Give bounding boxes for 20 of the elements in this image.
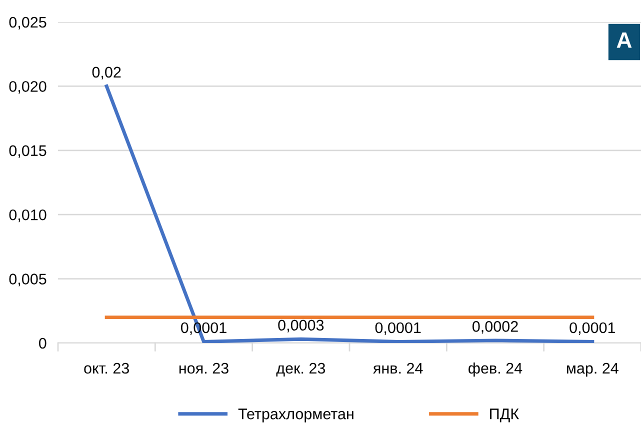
data-label: 0,0001 — [375, 322, 421, 335]
y-tick-label: 0 — [38, 338, 46, 349]
y-tick-label: 0,020 — [9, 81, 46, 94]
x-tick-label: фев. 24 — [468, 362, 522, 377]
data-label: 0,02 — [92, 66, 121, 80]
legend-label: ПДК — [490, 408, 519, 422]
legend-label: Тетрахлорметан — [238, 408, 354, 422]
x-tick-label: мар. 24 — [566, 362, 618, 377]
y-tick-label: 0,015 — [9, 145, 46, 158]
data-label: 0,0001 — [570, 322, 616, 335]
x-tick-label: янв. 24 — [373, 362, 423, 374]
annotation: A — [616, 32, 632, 48]
y-tick-label: 0,025 — [9, 16, 46, 30]
data-label: 0,0003 — [278, 320, 324, 332]
data-label: 0,0002 — [472, 321, 518, 334]
x-tick-label: окт. 23 — [84, 362, 129, 374]
x-tick-label: дек. 23 — [276, 362, 326, 377]
x-tick-label: ноя. 23 — [179, 362, 228, 374]
y-tick-label: 0,010 — [9, 209, 46, 222]
y-tick-label: 0,005 — [9, 274, 46, 286]
